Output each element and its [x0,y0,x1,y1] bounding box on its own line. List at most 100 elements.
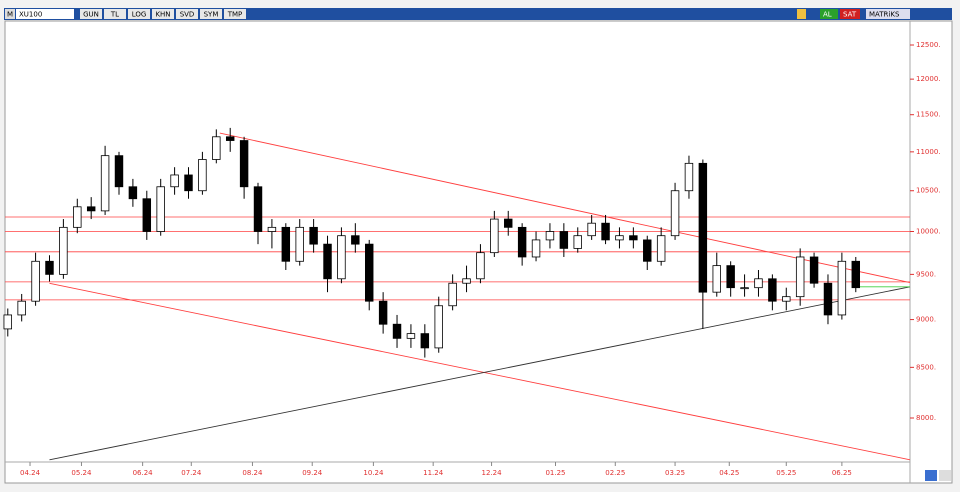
candle-body [351,235,360,245]
x-tick-label: 08.24 [242,469,263,477]
y-tick-label: 11000. [916,148,941,156]
candle-body [295,226,304,262]
candle-body [114,155,124,188]
scroll-icon[interactable] [925,470,937,481]
candle-body [615,235,624,241]
candle-body [754,278,763,289]
x-tick-label: 12.24 [482,469,503,477]
buy-label: AL [823,11,832,19]
candle-body [490,218,499,254]
candle-body [323,243,332,280]
y-tick-label: 10000. [916,228,941,236]
candle-body [587,222,596,237]
x-tick-label: 07.24 [181,469,202,477]
candle-body [392,323,402,339]
candle-body [253,186,263,232]
x-tick-label: 09.24 [302,469,323,477]
toolbar-button-label: TL [110,11,119,19]
candle-body [31,260,40,302]
trend-line [49,282,911,461]
toolbar-button-label: LOG [132,11,147,19]
y-tick-label: 9500. [916,270,936,278]
candle-body [837,260,847,316]
toolbar-button[interactable] [152,9,174,19]
candle-body [462,278,471,284]
trend-line [219,132,911,284]
brand: MATRiKS [869,11,900,19]
buy-button[interactable] [820,9,838,19]
candle-body [656,235,666,262]
mode-button[interactable] [5,9,15,19]
candle-body [782,296,791,302]
sell-label: SAT [843,11,857,19]
toolbar-button[interactable] [128,9,150,19]
y-tick-label: 12500. [916,41,941,49]
toolbar-button[interactable] [200,9,222,19]
candle-body [670,190,680,237]
candle-body [59,226,68,275]
nav-icon[interactable] [939,470,951,481]
x-tick-label: 05.25 [776,469,796,477]
toolbar-button[interactable] [176,9,198,19]
candle-body [128,186,138,200]
y-tick-label: 8000. [916,414,936,422]
candle-body [86,206,96,212]
candle-body [504,218,513,228]
candle-body [698,162,708,293]
candle-body [559,231,569,249]
candle-body [712,265,721,293]
candle-body [365,243,374,302]
candle-body [225,136,235,141]
x-tick-label: 02.25 [605,469,625,477]
symbol-box[interactable] [16,9,74,19]
candle-body [17,300,26,316]
candle-body [545,231,555,241]
candle-body [212,136,221,160]
candle-body [267,226,277,232]
toolbar-button-label: GUN [83,11,99,19]
toolbar-button-label: SYM [204,11,219,19]
candle-body [795,256,805,298]
x-tick-label: 10.24 [363,469,384,477]
candle-body [170,174,179,188]
candle-body [517,226,527,258]
x-tick-label: 06.24 [133,469,154,477]
candle-body [3,314,13,330]
symbol: XU100 [19,11,42,19]
candle-body [406,333,416,339]
toolbar-button[interactable] [104,9,126,19]
y-tick-label: 11500. [916,111,941,119]
y-tick-label: 9000. [916,316,936,324]
candle-body [476,252,485,280]
candle-body [73,206,82,228]
toolbar-button-label: TMP [227,11,243,19]
toolbar-button-label: SVD [180,11,195,19]
trend-line [49,286,911,461]
candle-body [434,305,443,349]
candle-body [809,256,819,284]
toolbar-button[interactable] [80,9,102,19]
candle-body [448,282,457,307]
sell-button[interactable] [840,9,860,19]
x-tick-label: 05.24 [71,469,92,477]
x-tick-label: 03.25 [665,469,685,477]
y-tick-label: 8500. [916,363,936,371]
candle-body [337,235,346,280]
x-tick-label: 04.24 [20,469,41,477]
candle-body [851,260,861,289]
candle-body [823,282,833,316]
candle-body [643,239,652,262]
candle-body [629,235,638,241]
toolbar-button-label: KHN [155,11,170,19]
candle-body [726,265,735,289]
x-tick-label: 01.25 [545,469,565,477]
candle-body [531,239,541,258]
x-tick-label: 06.25 [832,469,852,477]
toolbar-button[interactable] [224,9,246,19]
y-tick-label: 12000. [916,75,941,83]
brand-box [866,9,910,19]
icon[interactable] [797,9,806,19]
candle-body [198,159,207,192]
